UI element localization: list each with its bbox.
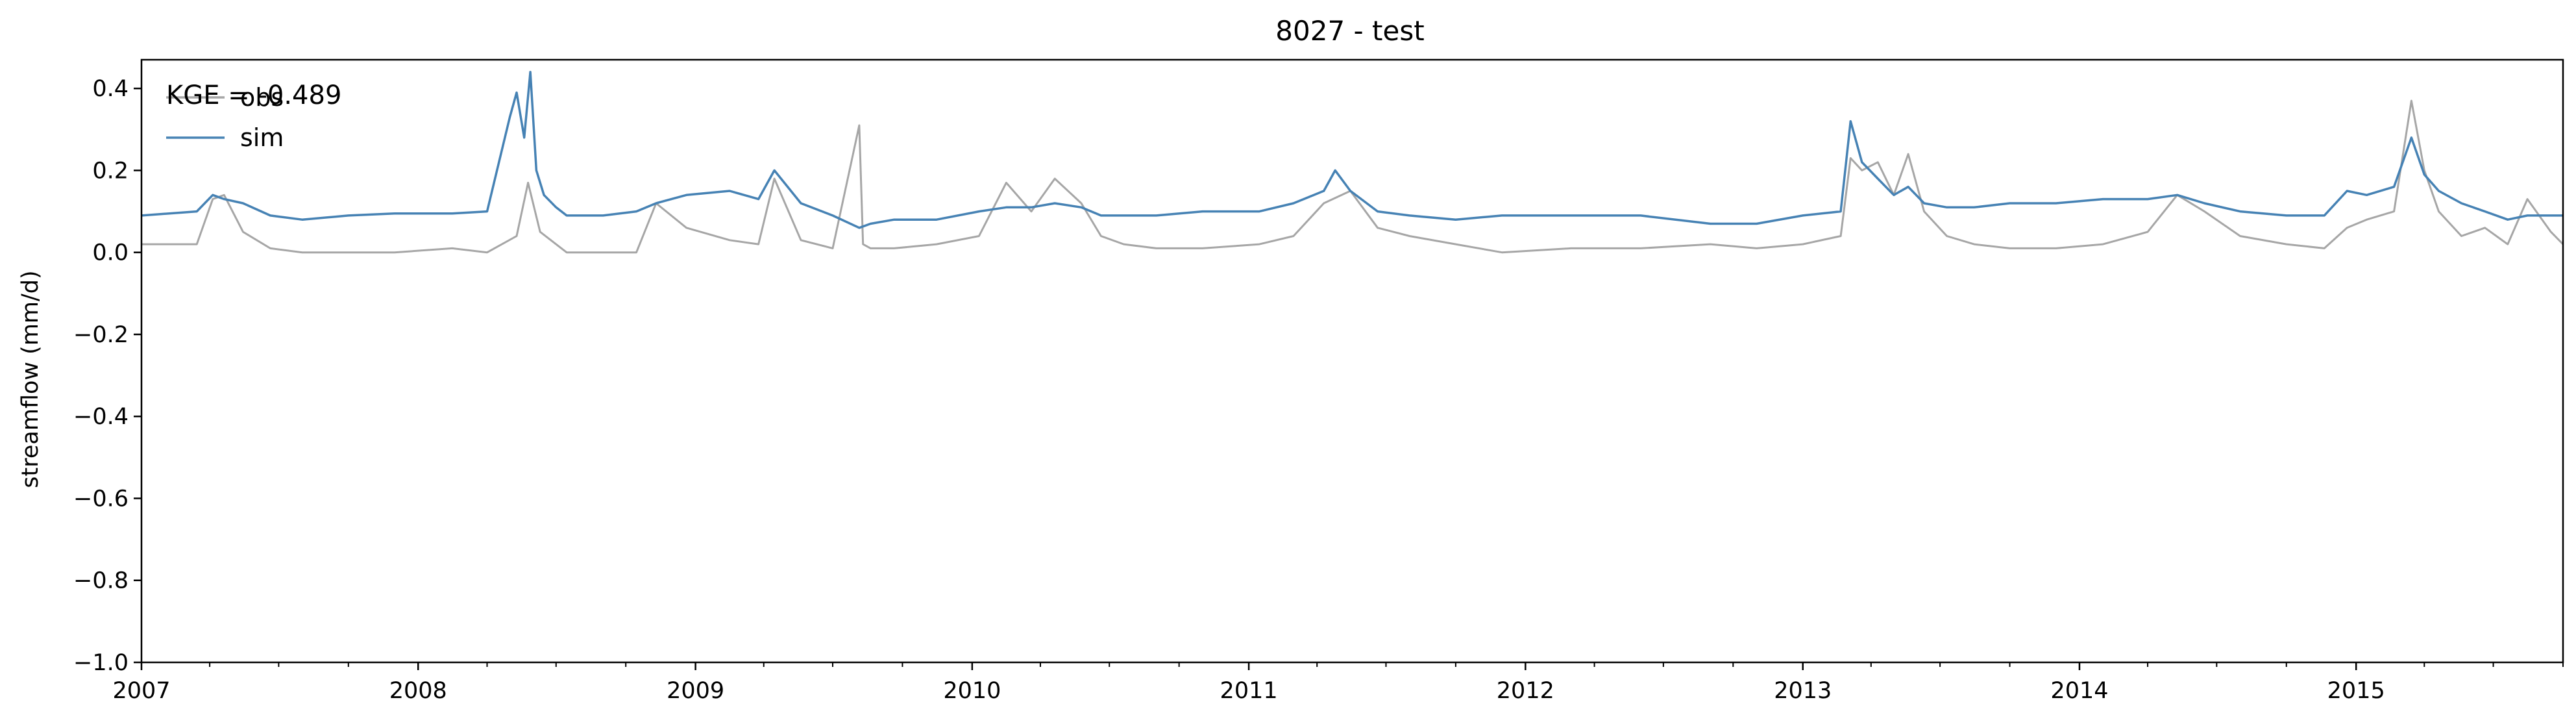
x-tick-label: 2010 — [943, 678, 1001, 704]
y-tick-label: 0.4 — [92, 76, 129, 102]
x-tick-label: 2007 — [112, 678, 170, 704]
y-tick-label: −0.2 — [73, 322, 129, 348]
series-line-sim — [141, 71, 2563, 229]
x-tick-label: 2011 — [1220, 678, 1278, 704]
x-tick-label: 2008 — [389, 678, 447, 704]
y-tick-label: −0.8 — [73, 568, 129, 594]
legend: obs sim — [166, 83, 284, 152]
series-line-obs — [141, 99, 2563, 254]
y-tick-label: −1.0 — [73, 650, 129, 676]
x-tick-label: 2012 — [1497, 678, 1554, 704]
x-tick-label: 2013 — [1774, 678, 1832, 704]
x-tick-label: 2014 — [2050, 678, 2108, 704]
x-tick-label: 2015 — [2327, 678, 2385, 704]
y-tick-label: −0.6 — [73, 486, 129, 512]
series-layer — [141, 71, 2563, 254]
plot-frame — [140, 58, 2564, 664]
y-axis: −1.0 −0.8 −0.6 −0.4 −0.2 0.0 0.2 0.4 — [73, 76, 141, 676]
y-tick-label: −0.4 — [73, 404, 129, 430]
legend-obs-label: obs — [240, 83, 284, 112]
legend-sim-label: sim — [240, 123, 284, 152]
y-axis-label: streamflow (mm/d) — [18, 270, 43, 488]
x-axis: 2007 2008 2009 2010 2011 2012 2013 2014 2015 — [112, 662, 2564, 704]
chart-title: 8027 - test — [1275, 15, 1424, 47]
x-tick-label: 2009 — [667, 678, 724, 704]
y-tick-label: 0.2 — [92, 158, 129, 184]
y-tick-label: 0.0 — [92, 240, 129, 266]
kge-annotation: KGE = -0.489 — [166, 81, 341, 110]
